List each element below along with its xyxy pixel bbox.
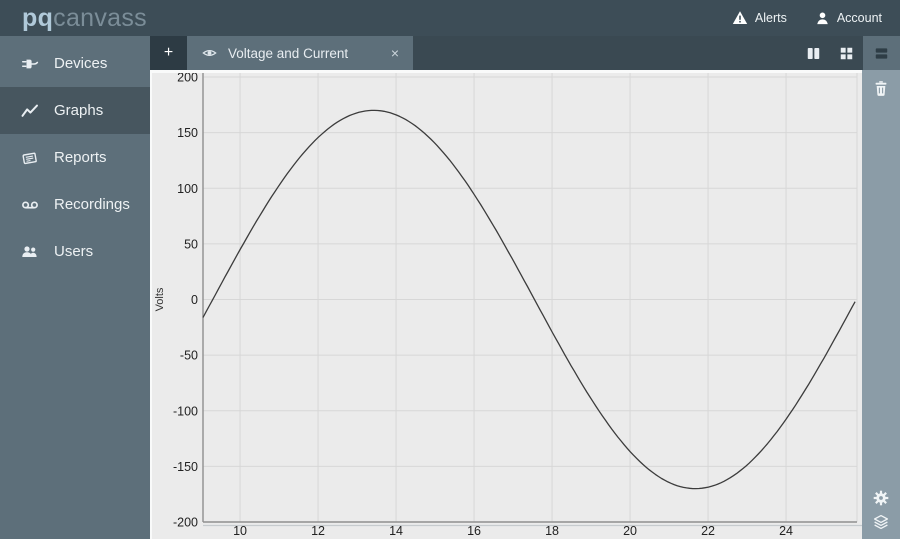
topbar: pq canvass Alerts Account bbox=[0, 0, 900, 36]
grid-icon bbox=[840, 47, 853, 59]
sidebar-item-label: Graphs bbox=[54, 102, 104, 119]
topbar-right: Alerts Account bbox=[732, 10, 900, 26]
chart-x-tick-label: 16 bbox=[467, 524, 481, 538]
chart-x-tick-label: 22 bbox=[701, 524, 715, 538]
graph-layers-button[interactable] bbox=[873, 514, 889, 530]
tab-close-icon[interactable]: × bbox=[390, 45, 399, 61]
chart-x-tick-label: 18 bbox=[545, 524, 559, 538]
tabbar: + Voltage and Current × bbox=[150, 36, 900, 70]
layers-icon bbox=[873, 514, 889, 530]
chart-y-tick-label: -50 bbox=[180, 349, 198, 363]
main-area: + Voltage and Current × bbox=[150, 36, 900, 539]
chart-x-tick-label: 20 bbox=[623, 524, 637, 538]
layout-columns-button[interactable] bbox=[797, 36, 830, 70]
graph-settings-button[interactable] bbox=[873, 490, 889, 506]
chart-series-voltage bbox=[202, 109, 856, 490]
sidebar-item-reports[interactable]: Reports bbox=[0, 134, 150, 181]
sidebar: Devices Graphs Reports bbox=[0, 36, 150, 539]
users-icon bbox=[21, 244, 39, 260]
sidebar-item-recordings[interactable]: Recordings bbox=[0, 181, 150, 228]
chart-y-tick-label: -150 bbox=[173, 460, 198, 474]
chart-x-tick-label: 24 bbox=[779, 524, 793, 538]
content: 200 150 100 50 0 -50 -100 -150 -200 10 12 14 16 18 20 2… bbox=[150, 70, 900, 539]
tab-voltage-and-current[interactable]: Voltage and Current × bbox=[187, 36, 413, 70]
chart-y-tick-label: -200 bbox=[173, 516, 198, 530]
sidebar-item-label: Reports bbox=[54, 149, 107, 166]
new-tab-button[interactable]: + bbox=[150, 36, 187, 70]
chart-x-tick-label: 10 bbox=[233, 524, 247, 538]
delete-graph-button[interactable] bbox=[873, 80, 889, 97]
tabbar-spacer bbox=[413, 36, 797, 70]
logo-pq: pq bbox=[22, 4, 54, 32]
layout-grid-button[interactable] bbox=[830, 36, 863, 70]
account-button[interactable]: Account bbox=[815, 11, 882, 26]
chart-y-tick-label: 0 bbox=[191, 293, 198, 307]
voicemail-icon bbox=[21, 197, 39, 213]
newspaper-icon bbox=[21, 150, 39, 166]
sidebar-item-label: Recordings bbox=[54, 196, 130, 213]
chart-y-tick-label: 200 bbox=[177, 73, 198, 85]
account-label: Account bbox=[836, 11, 882, 25]
layout-rows-button[interactable] bbox=[863, 36, 900, 70]
chart-y-tick-label: -100 bbox=[173, 404, 198, 418]
logo-canvass: canvass bbox=[53, 4, 147, 32]
chart-panel: 200 150 100 50 0 -50 -100 -150 -200 10 12 14 16 18 20 2… bbox=[150, 70, 862, 539]
plug-icon bbox=[21, 56, 39, 72]
eye-icon bbox=[202, 49, 217, 57]
chart-x-tick-label: 12 bbox=[311, 524, 325, 538]
app-logo[interactable]: pq canvass bbox=[0, 0, 147, 36]
alert-triangle-icon bbox=[732, 11, 748, 24]
sidebar-item-users[interactable]: Users bbox=[0, 228, 150, 275]
chart-y-tick-label: 50 bbox=[184, 237, 198, 251]
rows-icon bbox=[875, 47, 888, 59]
tab-label: Voltage and Current bbox=[228, 45, 349, 61]
chart-x-tick-label: 14 bbox=[389, 524, 403, 538]
sidebar-item-label: Users bbox=[54, 243, 94, 260]
gear-icon bbox=[873, 490, 889, 506]
chart-y-tick-label: 150 bbox=[177, 126, 198, 140]
columns-icon bbox=[807, 47, 820, 59]
chart-y-axis-label: Volts bbox=[154, 287, 166, 311]
alerts-label: Alerts bbox=[754, 11, 787, 25]
sidebar-item-devices[interactable]: Devices bbox=[0, 40, 150, 87]
sidebar-item-graphs[interactable]: Graphs bbox=[0, 87, 150, 134]
chart-y-tick-label: 100 bbox=[177, 182, 198, 196]
person-icon bbox=[817, 12, 828, 24]
alerts-button[interactable]: Alerts bbox=[732, 10, 787, 26]
sidebar-item-label: Devices bbox=[54, 55, 108, 72]
trash-icon bbox=[875, 81, 887, 96]
chart-canvas[interactable]: 200 150 100 50 0 -50 -100 -150 -200 10 12 14 16 18 20 2… bbox=[152, 73, 862, 539]
line-chart-icon bbox=[21, 103, 39, 119]
graph-side-toolbar bbox=[862, 70, 900, 539]
